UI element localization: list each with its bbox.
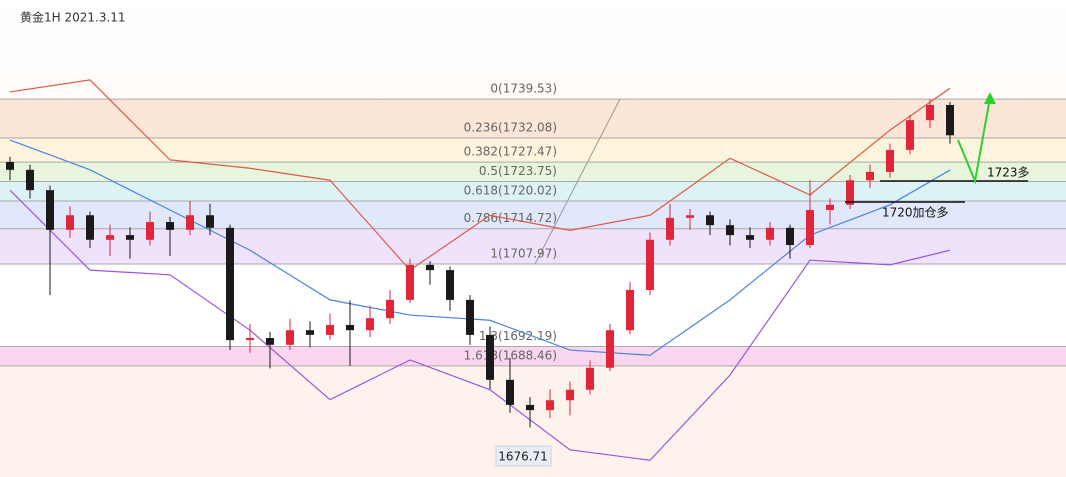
candle-body — [906, 120, 914, 150]
fib-label: 0.618(1720.02) — [464, 184, 557, 198]
arrow-head — [984, 92, 996, 104]
candle-body — [766, 227, 774, 240]
candle-body — [606, 330, 614, 368]
candle-body — [46, 190, 54, 230]
chart-title: 黄金1H 2021.3.11 — [20, 10, 126, 25]
candle-body — [546, 400, 554, 411]
candle-body — [706, 215, 714, 226]
candle-body — [386, 299, 394, 319]
annotation: 1723多 — [987, 166, 1030, 180]
candle-body — [326, 324, 334, 335]
candle-body — [746, 235, 754, 240]
annotations: 1723多 1720加仓多 1676.71 黄金1H 2021.3.11 — [20, 10, 1030, 467]
fib-band — [0, 346, 1066, 366]
candle-body — [786, 227, 794, 246]
candle-body — [106, 235, 114, 240]
candle-body — [306, 330, 314, 335]
candle-body — [206, 215, 214, 228]
candle-body — [506, 379, 514, 405]
candle-body — [866, 171, 874, 181]
candle-body — [406, 264, 414, 300]
candle-body — [446, 270, 454, 300]
candle-body — [6, 161, 14, 170]
fib-band — [0, 162, 1066, 182]
candle-body — [66, 215, 74, 230]
candle-body — [566, 389, 574, 401]
candle-body — [726, 225, 734, 236]
candle-body — [346, 324, 354, 331]
indicator-line — [9, 189, 951, 461]
candle-body — [466, 299, 474, 335]
candle-body — [626, 289, 634, 331]
candle-body — [426, 264, 434, 271]
low-label: 1676.71 — [498, 450, 548, 464]
candle-body — [126, 235, 134, 240]
fib-label: 1.3(1692.19) — [479, 329, 557, 343]
candle-body — [486, 334, 494, 380]
candle-body — [806, 210, 814, 246]
low-label-box — [495, 445, 552, 467]
candle-body — [926, 105, 934, 121]
candle-body — [826, 204, 834, 211]
candle-body — [586, 367, 594, 390]
candle-body — [646, 239, 654, 290]
candle-body — [186, 215, 194, 230]
candle-body — [366, 318, 374, 331]
candle-body — [886, 149, 894, 172]
candle-body — [686, 215, 694, 218]
candle-body — [86, 215, 94, 240]
fib-label: 0.236(1732.08) — [464, 121, 557, 135]
fib-label: 0.786(1714.72) — [464, 211, 557, 225]
candle-body — [266, 338, 274, 345]
fib-band — [0, 263, 1066, 347]
candle-body — [846, 180, 854, 205]
candle-body — [946, 105, 954, 136]
fib-label: 0.382(1727.47) — [464, 145, 557, 159]
fib-band — [0, 228, 1066, 264]
candle-body — [26, 169, 34, 191]
fib-label: 1(1707.97) — [490, 246, 557, 260]
fib-band — [0, 181, 1066, 202]
candle-body — [526, 404, 534, 411]
annotation: 1720加仓多 — [882, 206, 949, 220]
candle-body — [246, 338, 254, 341]
fib-anchor-line — [534, 98, 621, 265]
candle-body — [226, 227, 234, 341]
candle-body — [166, 222, 174, 230]
candle-body — [146, 222, 154, 240]
fib-label: 0.5(1723.75) — [479, 164, 557, 178]
candle-body — [286, 330, 294, 345]
fib-label: 0(1739.53) — [490, 82, 557, 96]
candle-body — [666, 217, 674, 240]
forecast-arrow — [957, 97, 991, 185]
